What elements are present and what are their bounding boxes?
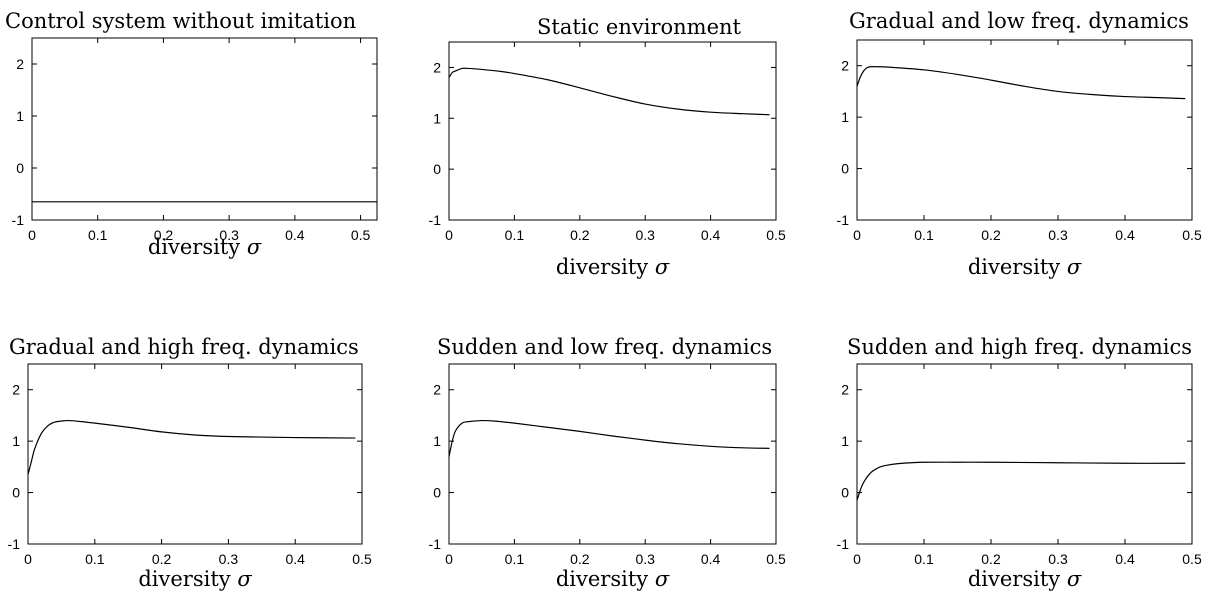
y-tick-label: -1 [429, 212, 442, 228]
sigma-symbol: σ [247, 235, 262, 259]
series-line-1 [448, 419, 770, 457]
y-tick-label: 1 [433, 110, 441, 126]
x-tick-label: 0 [445, 551, 453, 567]
x-tick-label: 0.2 [981, 227, 1001, 243]
x-tick-label: 0.3 [219, 227, 239, 243]
y-tick-label: 0 [16, 160, 24, 176]
series-line-1 [448, 67, 770, 116]
y-tick-label: -1 [837, 536, 850, 552]
x-tick-label: 0 [28, 227, 36, 243]
plot-frame [27, 363, 363, 545]
x-tick-label: 0.2 [570, 551, 590, 567]
subplot-title: Control system without imitation [5, 9, 356, 33]
y-tick-label: 2 [16, 56, 24, 72]
x-tick-label: 0 [24, 551, 32, 567]
x-axis-label: diversity σ [968, 255, 1082, 279]
x-tick-label: 0.4 [285, 551, 305, 567]
x-tick-label: 0.5 [351, 227, 371, 243]
x-axis-label: diversity σ [968, 567, 1082, 591]
y-tick-label: 2 [433, 59, 441, 75]
series-line-1 [856, 461, 1186, 501]
y-tick-label: 2 [433, 382, 441, 398]
x-tick-label: 0.5 [1182, 551, 1202, 567]
x-tick-label: 0.4 [701, 227, 721, 243]
x-tick-label: 0 [853, 227, 861, 243]
subplot-title: Sudden and low freq. dynamics [437, 335, 772, 359]
y-tick-label: -1 [8, 536, 21, 552]
y-tick-label: 1 [841, 433, 849, 449]
x-tick-label: 0.5 [1182, 227, 1202, 243]
plot-frame [856, 363, 1193, 545]
subplot-3: Gradual and low freq. dynamics 0 0.1 0.2 0.3… [837, 9, 1202, 279]
x-tick-label: 0.1 [914, 551, 934, 567]
series-line-1 [856, 66, 1186, 100]
sigma-symbol: σ [655, 567, 670, 591]
x-tick-label: 0 [853, 551, 861, 567]
x-tick-label: 0.5 [766, 227, 786, 243]
y-tick-label: 0 [841, 485, 849, 501]
y-tick-label: 2 [841, 58, 849, 74]
x-tick-label: 0.5 [766, 551, 786, 567]
y-tick-label: 1 [433, 433, 441, 449]
x-axis-label: diversity σ [556, 567, 670, 591]
x-tick-label: 0.1 [505, 227, 525, 243]
subplot-title: Gradual and low freq. dynamics [849, 9, 1189, 33]
x-tick-label: 0.3 [635, 227, 655, 243]
x-tick-label: 0.3 [1048, 227, 1068, 243]
subplot-5: Sudden and low freq. dynamics 0 0.1 0.2 0.3 0… [429, 335, 786, 591]
x-tick-label: 0.2 [570, 227, 590, 243]
x-tick-label: 0.1 [505, 551, 525, 567]
x-tick-label: 0.5 [352, 551, 372, 567]
x-tick-label: 0.3 [635, 551, 655, 567]
subplot-title: Static environment [537, 15, 742, 39]
x-tick-label: 0.1 [85, 551, 105, 567]
y-tick-label: 2 [841, 382, 849, 398]
x-tick-label: 0.2 [154, 227, 174, 243]
subplot-4: Gradual and high freq. dynamics 0 0.1 0.2 0.… [8, 335, 372, 591]
x-tick-label: 0.1 [914, 227, 934, 243]
y-tick-label: 1 [841, 109, 849, 125]
series-line-1 [27, 419, 356, 475]
x-tick-label: 0.4 [701, 551, 721, 567]
y-tick-label: 0 [12, 485, 20, 501]
y-tick-label: 0 [433, 485, 441, 501]
sigma-symbol: σ [655, 255, 670, 279]
y-tick-label: 1 [16, 108, 24, 124]
subplot-title: Sudden and high freq. dynamics [847, 335, 1192, 359]
plot-frame [31, 37, 378, 221]
plot-frame [856, 39, 1193, 221]
y-tick-label: 0 [433, 161, 441, 177]
y-tick-label: -1 [429, 536, 442, 552]
x-tick-label: 0.3 [219, 551, 239, 567]
x-tick-label: 0.4 [1115, 227, 1135, 243]
plot-frame [448, 363, 777, 545]
y-tick-label: 0 [841, 161, 849, 177]
x-tick-label: 0.1 [88, 227, 108, 243]
y-tick-label: -1 [837, 212, 850, 228]
x-axis-label: diversity σ [148, 235, 262, 259]
x-axis-label: diversity σ [556, 255, 670, 279]
y-tick-label: -1 [12, 212, 25, 228]
subplot-1: Control system without imitation 0 0.1 0.2 0… [5, 9, 378, 259]
sigma-symbol: σ [1067, 567, 1082, 591]
x-tick-label: 0.2 [152, 551, 172, 567]
sigma-symbol: σ [237, 567, 252, 591]
y-tick-label: 1 [12, 433, 20, 449]
x-tick-label: 0.2 [981, 551, 1001, 567]
subplot-title: Gradual and high freq. dynamics [9, 335, 359, 359]
x-tick-label: 0.3 [1048, 551, 1068, 567]
subplot-6: Sudden and high freq. dynamics 0 0.1 0.2 0.3… [837, 335, 1202, 591]
plot-frame [448, 41, 777, 221]
x-tick-label: 0.4 [1115, 551, 1135, 567]
sigma-symbol: σ [1067, 255, 1082, 279]
x-tick-label: 0.4 [285, 227, 305, 243]
x-axis-label: diversity σ [138, 567, 252, 591]
y-tick-label: 2 [12, 382, 20, 398]
x-tick-label: 0 [445, 227, 453, 243]
